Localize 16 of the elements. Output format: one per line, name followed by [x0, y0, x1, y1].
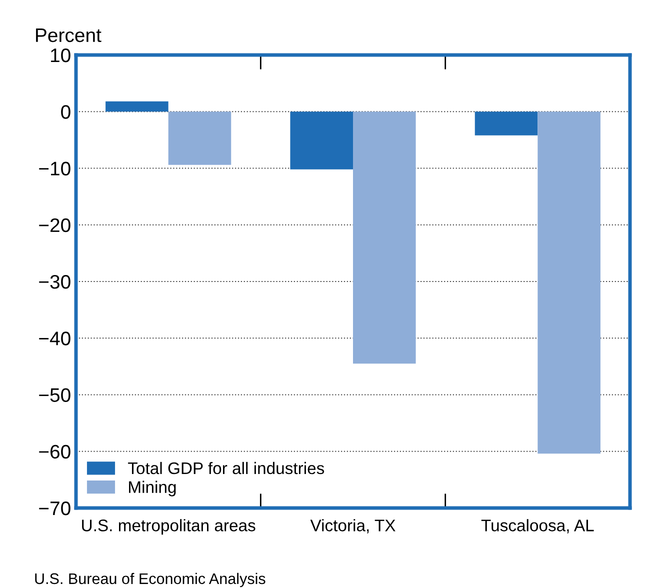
text: U.S. Bureau of Economic Analysis [35, 572, 266, 588]
y-axis-title: Percent [36, 28, 102, 42]
legend-label: Mining [129, 480, 176, 496]
x-tick-label: Victoria, TX [310, 519, 396, 534]
y-tick-label: −40 [39, 332, 70, 346]
x-tick-label: Tuscaloosa, AL [481, 519, 594, 534]
x-tick-label: U.S. metropolitan areas [82, 519, 256, 535]
y-tick-label: −60 [39, 444, 70, 459]
y-tick-label: −10 [39, 162, 70, 176]
y-tick-label: −30 [39, 274, 70, 289]
y-tick-label: 10 [50, 48, 70, 62]
y-tick-label: −50 [39, 388, 70, 402]
legend-label: Total GDP for all industries [128, 462, 324, 474]
y-tick-label: 0 [61, 105, 70, 119]
y-tick-label: −20 [39, 218, 70, 232]
y-tick-label: −70 [39, 501, 70, 516]
